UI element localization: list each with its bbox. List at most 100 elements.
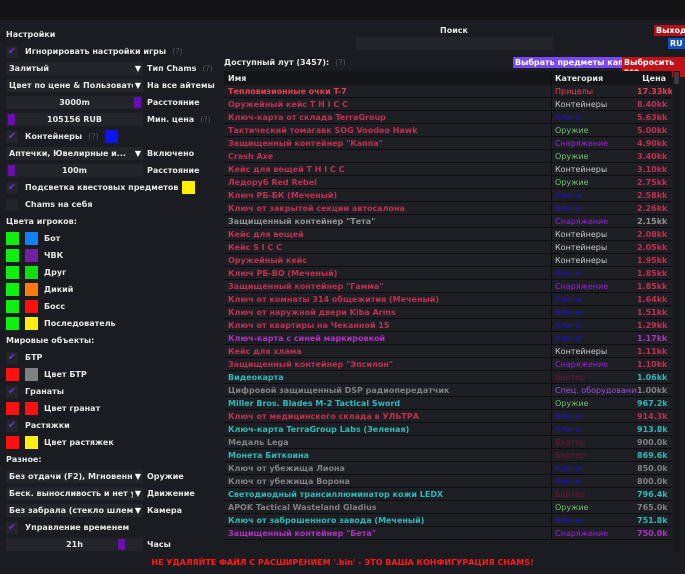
item-price: 750.0k — [637, 528, 668, 538]
color-swatch[interactable] — [6, 368, 19, 381]
camera-dropdown[interactable]: Без забрала (стекло шлема) ▼ — [6, 504, 143, 517]
help-icon[interactable]: (?) — [335, 58, 346, 67]
color-swatch[interactable] — [6, 232, 19, 245]
table-row[interactable]: Светодиодный трансиллюминатор кожи LEDX Б… — [224, 488, 672, 501]
table-row[interactable]: Crash Axe Оружие 3.40kk — [224, 150, 672, 163]
quest-highlight-checkbox[interactable]: ✔ — [6, 181, 18, 194]
item-category: Ключи — [551, 306, 637, 318]
table-row[interactable]: Медаль Lega Бартер 900.0k — [224, 436, 672, 449]
table-row[interactable]: Ключ от медицинского склада в УЛЬТРА Ключ… — [224, 410, 672, 423]
color-swatch[interactable] — [6, 436, 19, 449]
min-price-slider[interactable]: 105156 RUB — [6, 113, 143, 126]
time-control-checkbox[interactable]: ✔ — [6, 521, 18, 534]
color-swatch[interactable] — [6, 300, 19, 313]
table-row[interactable]: Тактический томагавк SOG Voodoo Hawk Оруж… — [224, 124, 672, 137]
column-name[interactable]: Имя — [228, 73, 247, 83]
color-swatch[interactable] — [25, 232, 38, 245]
slider-handle[interactable] — [134, 97, 141, 108]
table-row[interactable]: Ключ РБ-БК (Меченый) Ключи 2.58kk — [224, 189, 672, 202]
column-price[interactable]: Цена — [642, 73, 666, 83]
table-row[interactable]: Защищенный контейнер "Бета" Снаряжение 750… — [224, 527, 672, 540]
select-kappa-button[interactable]: Выбрать предметы каппа — [513, 57, 637, 68]
color-swatch[interactable] — [6, 317, 19, 330]
color-swatch[interactable] — [25, 249, 38, 262]
table-row[interactable]: Ключ от комнаты 314 общежития (Меченый) К… — [224, 293, 672, 306]
color-swatch[interactable] — [25, 266, 38, 279]
table-row[interactable]: Кейс для хлама Контейнеры 1.11kk — [224, 345, 672, 358]
color-swatch[interactable] — [6, 283, 19, 296]
table-row[interactable]: Кейс для вещей T H I C C Контейнеры 3.10kk — [224, 163, 672, 176]
grenades-checkbox[interactable]: ✔ — [6, 385, 18, 398]
table-row[interactable]: Ключ от закрытой секции автосалона Ключи 2… — [224, 202, 672, 215]
hours-slider[interactable]: 21h — [6, 538, 143, 551]
table-row[interactable]: Оружейный кейс Контейнеры 1.95kk — [224, 254, 672, 267]
table-row[interactable]: Кейс S I C C Контейнеры 2.05kk — [224, 241, 672, 254]
color-swatch[interactable] — [25, 317, 38, 330]
color-swatch[interactable] — [6, 266, 19, 279]
color-swatch[interactable] — [6, 249, 19, 262]
table-row[interactable]: Ключ от убежища Ворона Ключи 800.0k — [224, 475, 672, 488]
scrollbar[interactable] — [673, 71, 680, 553]
slider-handle[interactable] — [8, 165, 15, 176]
help-icon[interactable]: (?) — [200, 115, 211, 124]
table-row[interactable]: Ключ-карта с синей маркировкой Ключи 1.17k… — [224, 332, 672, 345]
table-row[interactable]: APOK Tactical Wasteland Gladius Оружие 765… — [224, 501, 672, 514]
chams-type-dropdown[interactable]: Залитый ▼ — [6, 62, 143, 75]
table-row[interactable]: Ключ-карта от склада TerraGroup Ключи 5.63… — [224, 111, 672, 124]
color-swatch[interactable] — [25, 283, 38, 296]
table-row[interactable]: Оружейный кейс T H I C C Контейнеры 8.40kk — [224, 98, 672, 111]
table-row[interactable]: Miller Bros. Blades M-2 Tactical Sword Ор… — [224, 397, 672, 410]
color-swatch[interactable] — [25, 300, 38, 313]
search-input[interactable] — [356, 37, 553, 50]
table-row[interactable]: Видеокарта Бартер 1.06kk — [224, 371, 672, 384]
help-icon[interactable]: (?) — [172, 47, 183, 56]
color-swatch[interactable] — [6, 402, 19, 415]
item-category: Ключи — [551, 189, 637, 201]
quest-color-swatch[interactable] — [182, 181, 196, 194]
tripwire-color-label: Цвет растяжек — [44, 438, 114, 447]
table-row[interactable]: Тепловизионные очки T-7 Прицелы 17.33kk — [224, 85, 672, 98]
table-row[interactable]: Цифровой защищенный DSP радиопередатчик С… — [224, 384, 672, 397]
distance-slider[interactable]: 3000m — [6, 96, 143, 109]
table-row[interactable]: Кейс для вещей Контейнеры 2.08kk — [224, 228, 672, 241]
color-swatch[interactable] — [25, 402, 38, 415]
btr-checkbox[interactable]: ✔ — [6, 351, 18, 364]
item-price: 751.8k — [637, 515, 668, 525]
table-row[interactable]: Защищенный контейнер "Гамма" Снаряжение 1.… — [224, 280, 672, 293]
table-row[interactable]: Ледоруб Red Rebel Оружие 2.75kk — [224, 176, 672, 189]
self-chams-checkbox[interactable] — [6, 198, 18, 211]
scrollbar-thumb[interactable] — [674, 72, 679, 84]
item-name: Медаль Lega — [228, 437, 289, 447]
slider-handle[interactable] — [117, 539, 125, 550]
table-row[interactable]: Защищенный контейнер "Тета" Снаряжение 2.1… — [224, 215, 672, 228]
table-row[interactable]: Ключ от убежища Лиона Ключи 850.0k — [224, 462, 672, 475]
slider-handle[interactable] — [8, 114, 15, 125]
all-items-dropdown[interactable]: Цвет по цене & Пользовательс▼ — [6, 79, 143, 92]
containers-checkbox[interactable]: ✔ — [6, 130, 18, 143]
table-row[interactable]: Защищенный контейнер "Каппа" Снаряжение 4.… — [224, 137, 672, 150]
table-row[interactable]: Ключ от наружной двери Kiba Arms Ключи 1.5… — [224, 306, 672, 319]
containers-color-swatch[interactable] — [104, 130, 118, 143]
table-row[interactable]: Ключ-карта TerraGroup Labs (Зеленая) Ключ… — [224, 423, 672, 436]
column-category[interactable]: Категория — [551, 71, 637, 85]
ignore-settings-checkbox[interactable]: ✔ — [6, 45, 18, 58]
help-icon[interactable]: (?) — [202, 64, 213, 73]
item-price: 2.05kk — [637, 242, 668, 252]
table-row[interactable]: Монета Биткоина Бартер 869.6k — [224, 449, 672, 462]
table-row[interactable]: Ключ от заброшенного завода (Меченый) Клю… — [224, 514, 672, 527]
table-row[interactable]: Ключ РБ-ВО (Меченый) Ключи 1.85kk — [224, 267, 672, 280]
distance2-slider[interactable]: 100m — [6, 164, 143, 177]
loot-count: Доступный лут (3457): — [224, 58, 330, 67]
color-swatch[interactable] — [25, 436, 38, 449]
enabled-items-dropdown[interactable]: Аптечки, Ювелирные и... ▼ — [6, 147, 143, 160]
exit-button[interactable]: Выход — [654, 25, 685, 36]
tripwires-checkbox[interactable]: ✔ — [6, 419, 18, 432]
movement-dropdown[interactable]: Беск. выносливость и нет уста▼ — [6, 487, 143, 500]
table-row[interactable]: Защищенный контейнер "Эпсилон" Снаряжение… — [224, 358, 672, 371]
language-button[interactable]: RU — [668, 38, 685, 49]
table-row[interactable]: Ключ от квартиры на Чеканной 15 Ключи 1.29… — [224, 319, 672, 332]
weapon-dropdown[interactable]: Без отдачи (F2), Мгновенное п▼ — [6, 470, 143, 483]
slider-value: 21h — [66, 540, 83, 549]
color-swatch[interactable] — [25, 368, 38, 381]
help-icon[interactable]: (?) — [88, 132, 99, 141]
